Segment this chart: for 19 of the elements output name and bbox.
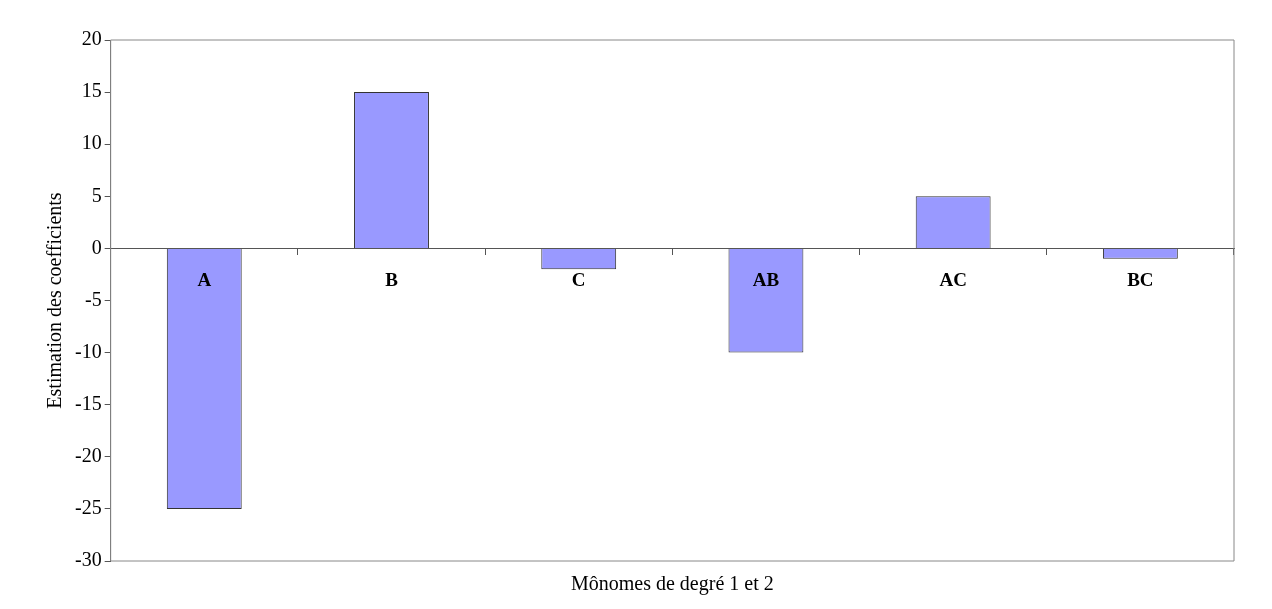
- x-tick-label: C: [571, 268, 586, 290]
- x-tick-label: A: [197, 268, 212, 290]
- y-axis-title: Estimation des coefficients: [43, 192, 66, 409]
- y-tick-label: 15: [81, 79, 102, 102]
- x-axis-title: Mônomes de degré 1 et 2: [570, 572, 774, 596]
- y-tick-label: -30: [74, 548, 102, 571]
- y-tick-label: -25: [74, 496, 102, 519]
- y-tick-label: -15: [74, 391, 102, 414]
- x-tick-label: AB: [752, 268, 780, 290]
- y-tick-label: -10: [74, 339, 102, 362]
- x-tick-label: BC: [1127, 268, 1154, 290]
- x-tick-label: AC: [939, 268, 967, 290]
- y-tick-label: 0: [91, 235, 102, 258]
- y-tick-label: -5: [84, 287, 102, 310]
- y-tick-label: 5: [91, 183, 102, 206]
- y-tick-label: 20: [81, 27, 102, 50]
- x-tick-label: B: [385, 268, 399, 290]
- y-tick-label: -20: [74, 444, 102, 467]
- y-tick-label: 10: [81, 131, 102, 154]
